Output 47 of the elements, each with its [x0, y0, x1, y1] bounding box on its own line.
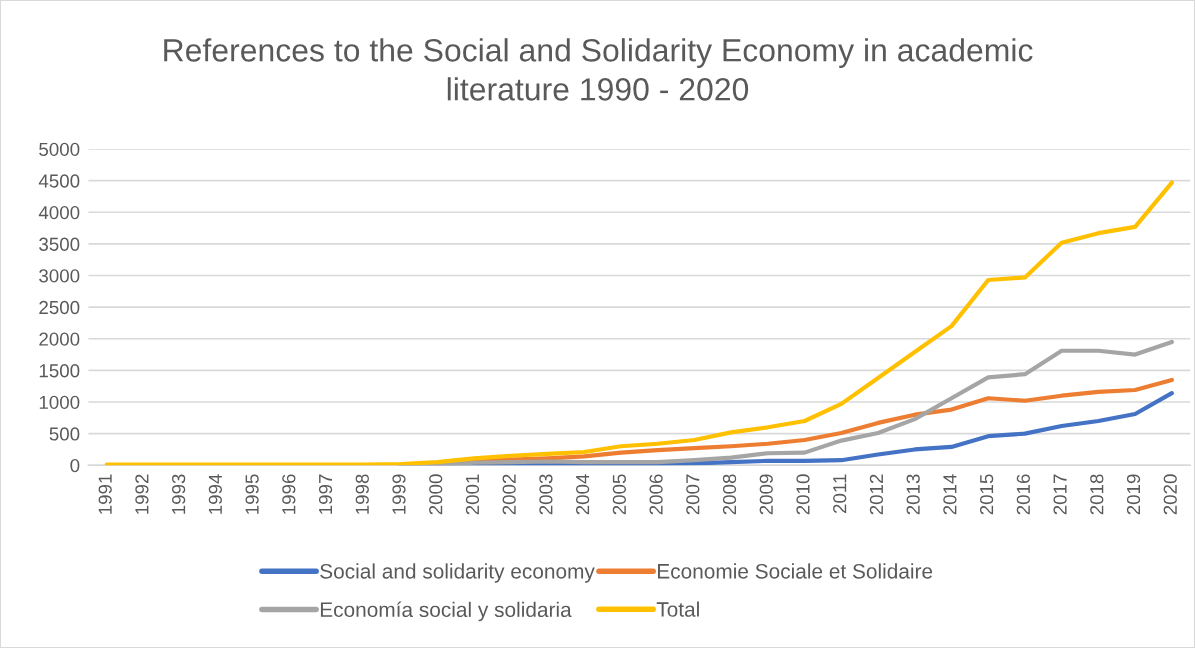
y-tick-label: 2500: [39, 300, 80, 315]
x-tick-label: 1997: [318, 474, 333, 514]
y-tick-label: 4000: [38, 205, 80, 220]
x-tick-label: 2007: [686, 474, 700, 515]
chart-title: References to the Social and Solidarity Economy in academic literature 1990 - 2020: [164, 38, 1033, 101]
x-tick-label: 2009: [759, 474, 773, 515]
x-tick-label: 2008: [722, 474, 737, 515]
x-tick-label: 2010: [796, 474, 810, 515]
x-tick-label: 1994: [208, 474, 223, 514]
x-tick-label: 2001: [465, 474, 480, 515]
y-tick-label: 1500: [39, 364, 80, 378]
legend-label: Total: [656, 601, 699, 617]
x-tick-label: 1992: [135, 474, 149, 514]
x-tick-label: 2015: [979, 474, 994, 515]
x-tick-label: 2019: [1126, 474, 1141, 515]
x-tick-label: 2018: [1090, 474, 1104, 515]
x-tick-label: 2005: [612, 474, 626, 515]
x-tick-label: 2017: [1053, 474, 1067, 515]
x-tick-label: 2016: [1016, 474, 1030, 515]
legend-label: Economie Sociale et Solidaire: [658, 563, 933, 579]
y-tick-label: 5000: [39, 142, 80, 157]
y-tick-label: 0: [70, 458, 80, 473]
x-tick-label: 1991: [98, 474, 112, 514]
x-tick-label: 1996: [282, 474, 296, 514]
x-tick-label: 2003: [539, 474, 553, 515]
legend-label: Social and solidarity economy: [320, 563, 595, 583]
x-tick-label: 1993: [172, 474, 186, 514]
y-tick-label: 1000: [39, 395, 80, 409]
y-tick-label: 4500: [38, 174, 80, 188]
x-tick-label: 2000: [429, 474, 443, 515]
x-tick-label: 2006: [649, 474, 663, 515]
x-tick-label: 1999: [392, 474, 406, 514]
x-tick-label: 2004: [575, 474, 590, 515]
x-tick-label: 2011: [833, 474, 847, 513]
x-tick-label: 2013: [906, 474, 920, 515]
line-series: [104, 180, 1174, 466]
x-tick-label: 2002: [502, 474, 516, 515]
x-tick-label: 1995: [245, 474, 259, 514]
x-tick-label: 1998: [355, 474, 369, 514]
x-tick-label: 2012: [869, 474, 884, 515]
legend-label: Economía social y solidaria: [320, 601, 572, 622]
y-tick-label: 2000: [39, 332, 80, 346]
x-tick-label: 2014: [943, 474, 957, 515]
y-tick-label: 3000: [39, 269, 80, 283]
x-tick-label: 2020: [1163, 474, 1177, 515]
y-tick-label: 500: [49, 427, 80, 441]
y-tick-label: 3500: [39, 237, 80, 251]
